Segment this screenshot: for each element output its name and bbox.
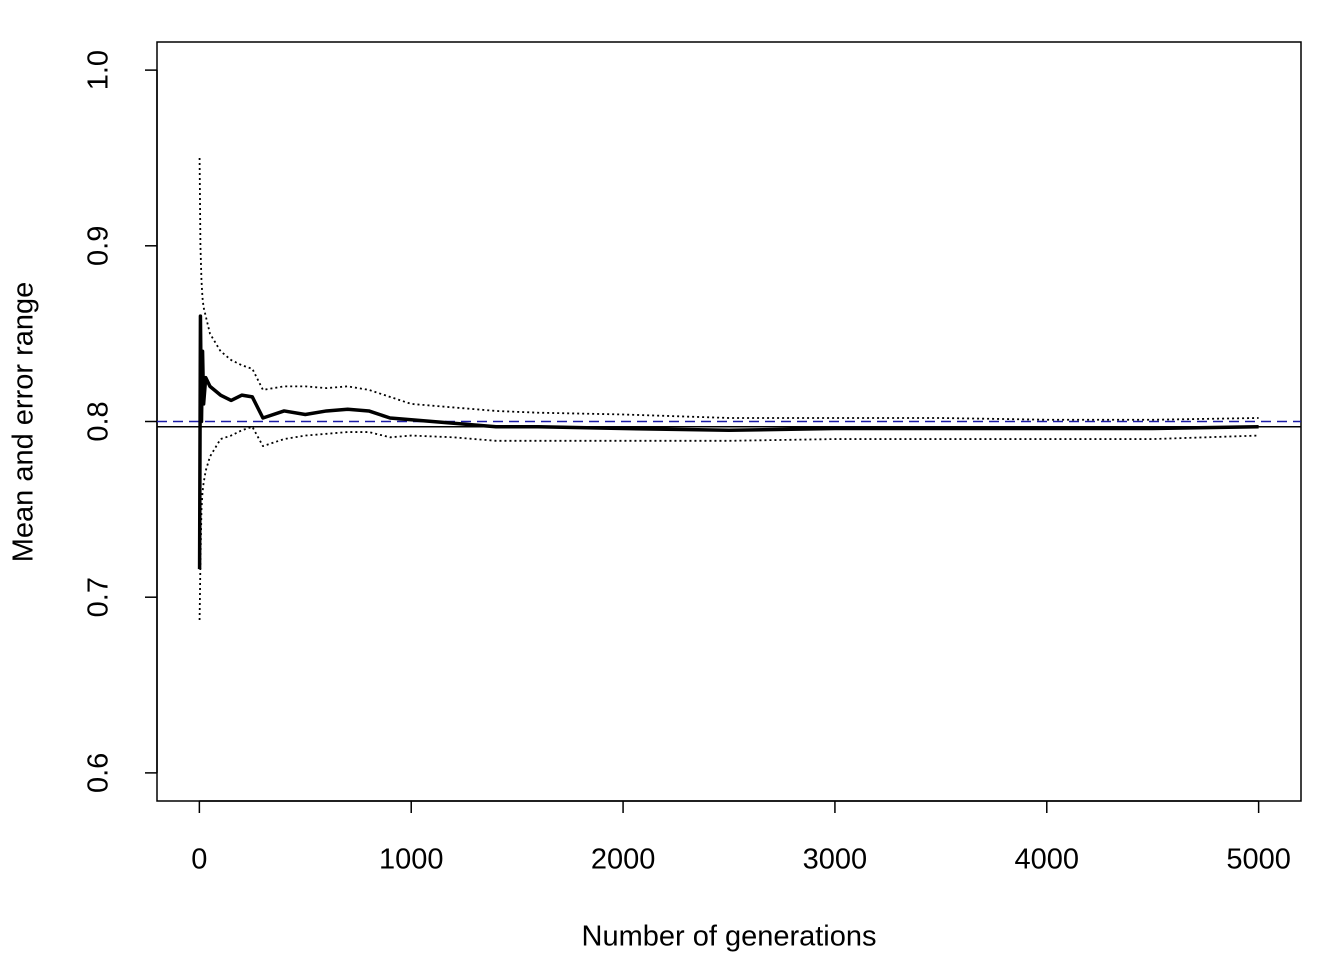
x-tick-label: 4000: [1015, 844, 1080, 876]
x-axis-label: Number of generations: [582, 921, 877, 953]
x-tick-label: 5000: [1226, 844, 1291, 876]
x-tick-label: 3000: [803, 844, 868, 876]
plot-frame: [156, 41, 1302, 802]
y-tick-label: 0.9: [83, 226, 115, 266]
y-tick-label: 0.8: [83, 401, 115, 441]
error-bound-line: [198, 157, 1259, 421]
x-tick-label: 0: [191, 844, 207, 876]
y-tick-label: 0.7: [83, 577, 115, 617]
mean-line: [197, 314, 1259, 570]
y-tick-label: 1.0: [83, 50, 115, 90]
y-tick-label: 0.6: [83, 753, 115, 793]
x-tick-label: 1000: [379, 844, 444, 876]
y-axis-label: Mean and error range: [8, 282, 40, 563]
x-tick-label: 2000: [591, 844, 656, 876]
error-bound-line: [198, 425, 1259, 621]
